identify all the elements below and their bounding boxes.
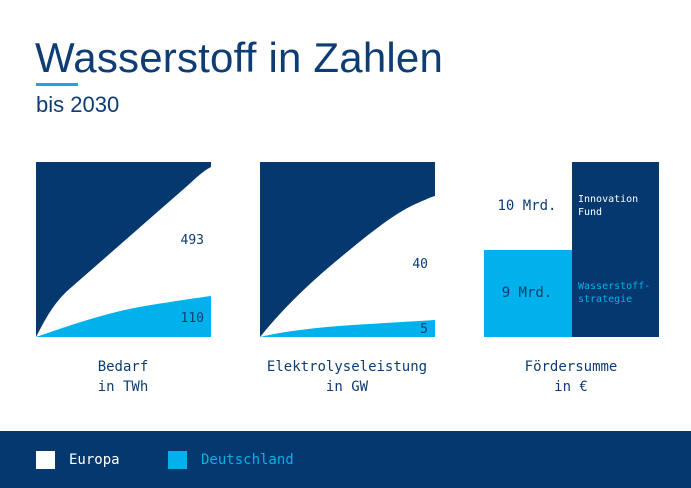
legend-swatch-europa <box>36 451 55 469</box>
legend-item-europa: Europa <box>36 451 120 469</box>
elektrolyse-caption-line1: Elektrolyseleistung <box>266 359 428 375</box>
bedarf-caption: Bedarf in TWh <box>13 357 233 397</box>
bedarf-chart-svg: 493 110 <box>36 162 211 337</box>
elektrolyse-europa-label: 40 <box>412 257 428 272</box>
wasserstoffstrategie-tag-line2: strategie <box>578 294 632 305</box>
bedarf-deutschland-label: 110 <box>181 311 204 326</box>
innovation-fund-tag-line2: Fund <box>578 207 602 218</box>
foerdersumme-caption-line1: Fördersumme <box>524 359 618 375</box>
innovation-fund-bar <box>484 162 572 250</box>
elektrolyse-chart: 40 5 <box>260 162 435 337</box>
title-underline <box>36 83 78 86</box>
wasserstoffstrategie-bar <box>484 250 572 337</box>
elektrolyse-deutschland-area <box>260 320 435 337</box>
elektrolyse-europa-area <box>260 196 435 337</box>
legend-footer: Europa Deutschland <box>0 431 691 488</box>
innovation-fund-tag-line1: Innovation <box>578 194 638 205</box>
page-title: Wasserstoff in Zahlen <box>35 34 444 81</box>
foerdersumme-chart-svg: 10 Mrd. 9 Mrd. Innovation Fund Wassersto… <box>484 162 659 337</box>
elektrolyse-caption-line2: in GW <box>325 379 369 395</box>
legend-item-deutschland: Deutschland <box>168 451 294 469</box>
foerdersumme-caption: Fördersumme in € <box>461 357 681 397</box>
foerdersumme-chart: 10 Mrd. 9 Mrd. Innovation Fund Wassersto… <box>484 162 659 337</box>
legend-label-deutschland: Deutschland <box>201 452 294 468</box>
bedarf-caption-line2: in TWh <box>97 379 149 395</box>
innovation-fund-value: 10 Mrd. <box>497 198 556 214</box>
bedarf-europa-label: 493 <box>181 233 204 248</box>
bedarf-chart: 493 110 <box>36 162 211 337</box>
bedarf-europa-area <box>36 167 211 337</box>
foerdersumme-caption-line2: in € <box>554 379 588 395</box>
legend-swatch-deutschland <box>168 451 187 469</box>
elektrolyse-caption: Elektrolyseleistung in GW <box>237 357 457 397</box>
legend-label-europa: Europa <box>69 452 120 468</box>
wasserstoffstrategie-value: 9 Mrd. <box>502 285 553 301</box>
elektrolyse-deutschland-label: 5 <box>420 322 428 337</box>
elektrolyse-chart-svg: 40 5 <box>260 162 435 337</box>
wasserstoffstrategie-tag-line1: Wasserstoff- <box>578 281 650 292</box>
page-subtitle: bis 2030 <box>36 92 120 117</box>
bedarf-deutschland-area <box>36 296 211 337</box>
bedarf-caption-line1: Bedarf <box>97 359 149 375</box>
foerdersumme-tag-column <box>572 162 659 337</box>
